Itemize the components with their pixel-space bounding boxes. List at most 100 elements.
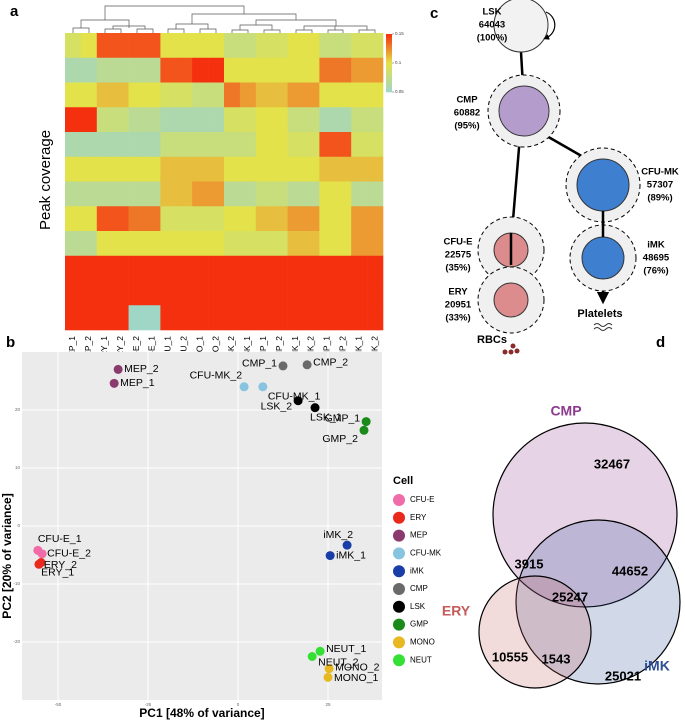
heatmap-cell — [65, 206, 82, 232]
heatmap-cell — [319, 107, 336, 133]
heatmap-cell — [239, 231, 257, 257]
heatmap-cell — [144, 156, 161, 182]
node-percent: (100%) — [477, 33, 508, 44]
colorbar-step — [386, 90, 392, 93]
data-point — [37, 549, 47, 559]
point-label: CFU-E_1 — [38, 533, 82, 545]
heatmap-cell — [128, 107, 145, 133]
heatmap-cell — [80, 132, 98, 158]
heatmap-cell — [255, 107, 272, 133]
y-tick-label: 0 — [17, 523, 20, 528]
x-tick-label: NEU_2 — [179, 336, 189, 364]
node-count: 20951 — [445, 300, 472, 311]
legend-label: MONO — [410, 638, 435, 647]
legend-swatch — [393, 636, 405, 649]
legend-title: Cell — [393, 475, 413, 487]
heatmap-cell — [239, 305, 257, 331]
heatmap-cell — [303, 206, 320, 232]
data-point — [239, 382, 249, 392]
data-point — [342, 540, 352, 550]
heatmap-cell — [287, 82, 304, 108]
venn-count: 10555 — [492, 649, 528, 664]
heatmap-cell — [287, 156, 304, 182]
heatmap-cell — [192, 280, 209, 306]
data-point — [307, 652, 317, 661]
venn-count: 44652 — [612, 563, 648, 578]
x-tick-label: iMK_1 — [353, 336, 363, 360]
heatmap-cell — [128, 57, 145, 83]
heatmap-cell — [351, 82, 368, 108]
heatmap-cell — [176, 305, 193, 331]
colorbar-step — [386, 51, 392, 54]
heatmap-cell — [319, 231, 336, 257]
x-tick-label: -50 — [55, 702, 62, 707]
point-label: LSK_1 — [310, 411, 342, 423]
heatmap-cell — [208, 231, 225, 257]
heatmap-cell — [128, 132, 145, 158]
heatmap-cell — [351, 33, 368, 59]
heatmap-cell — [192, 181, 209, 207]
heatmap-cell — [192, 206, 209, 232]
colorbar-step — [386, 57, 392, 60]
heatmap-cell — [112, 132, 129, 158]
heatmap-cell — [271, 181, 288, 207]
heatmap-cell — [112, 57, 129, 83]
heatmap-cell — [144, 181, 161, 207]
heatmap-cell — [367, 231, 384, 257]
heatmap-cell — [303, 280, 320, 306]
node-count: 22575 — [445, 250, 472, 261]
panel-label: a — [10, 3, 19, 20]
heatmap-cell — [335, 33, 352, 59]
heatmap-cell — [144, 107, 161, 133]
heatmap-cell — [239, 156, 257, 182]
heatmap-cell — [239, 181, 257, 207]
heatmap-cell — [80, 255, 98, 281]
heatmap-cell — [65, 132, 82, 158]
heatmap-cell — [128, 305, 145, 331]
heatmap-cell — [144, 33, 161, 59]
heatmap-cell — [160, 231, 177, 257]
colorbar-step — [386, 53, 392, 56]
heatmap-cell — [160, 305, 177, 331]
data-point — [34, 559, 44, 569]
heatmap-cell — [208, 33, 225, 59]
heatmap-cell — [319, 57, 336, 83]
heatmap-cell — [271, 305, 288, 331]
point-label: MEP_1 — [120, 377, 155, 389]
heatmap-cell — [319, 33, 336, 59]
node-count: 57307 — [647, 180, 673, 191]
heatmap-cell — [96, 82, 113, 108]
heatmap-cell — [224, 82, 241, 108]
data-point — [278, 361, 288, 371]
heatmap-cell — [287, 181, 304, 207]
heatmap-cell — [239, 57, 257, 83]
heatmap-cell — [255, 57, 272, 83]
heatmap-cell — [367, 156, 384, 182]
heatmap-cell — [96, 181, 113, 207]
y-tick-label: 20 — [15, 407, 21, 412]
heatmap-cell — [65, 280, 82, 306]
heatmap-cell — [335, 57, 352, 83]
heatmap-cell — [128, 156, 145, 182]
heatmap-cell — [80, 206, 98, 232]
heatmap-cell — [144, 206, 161, 232]
node-name: CFU-MK — [641, 167, 679, 178]
legend-label: ERY — [410, 513, 427, 522]
heatmap-cell — [224, 132, 241, 158]
heatmap-cell — [80, 156, 98, 182]
heatmap-cell — [80, 107, 98, 133]
node-percent: (35%) — [445, 263, 470, 274]
x-tick-label: ERY_2 — [115, 336, 125, 363]
heatmap-cell — [96, 57, 113, 83]
output-label: RBCs — [477, 334, 507, 346]
heatmap-cell — [335, 206, 352, 232]
venn-set-label: ERY — [442, 603, 471, 619]
heatmap-cell — [96, 156, 113, 182]
heatmap-cell — [335, 305, 352, 331]
data-point — [302, 360, 312, 370]
point-label: CFU-E_2 — [47, 548, 91, 560]
heatmap-cell — [192, 33, 209, 59]
heatmap-cell — [160, 132, 177, 158]
node-count: 60882 — [454, 108, 480, 119]
heatmap-cell — [80, 82, 98, 108]
